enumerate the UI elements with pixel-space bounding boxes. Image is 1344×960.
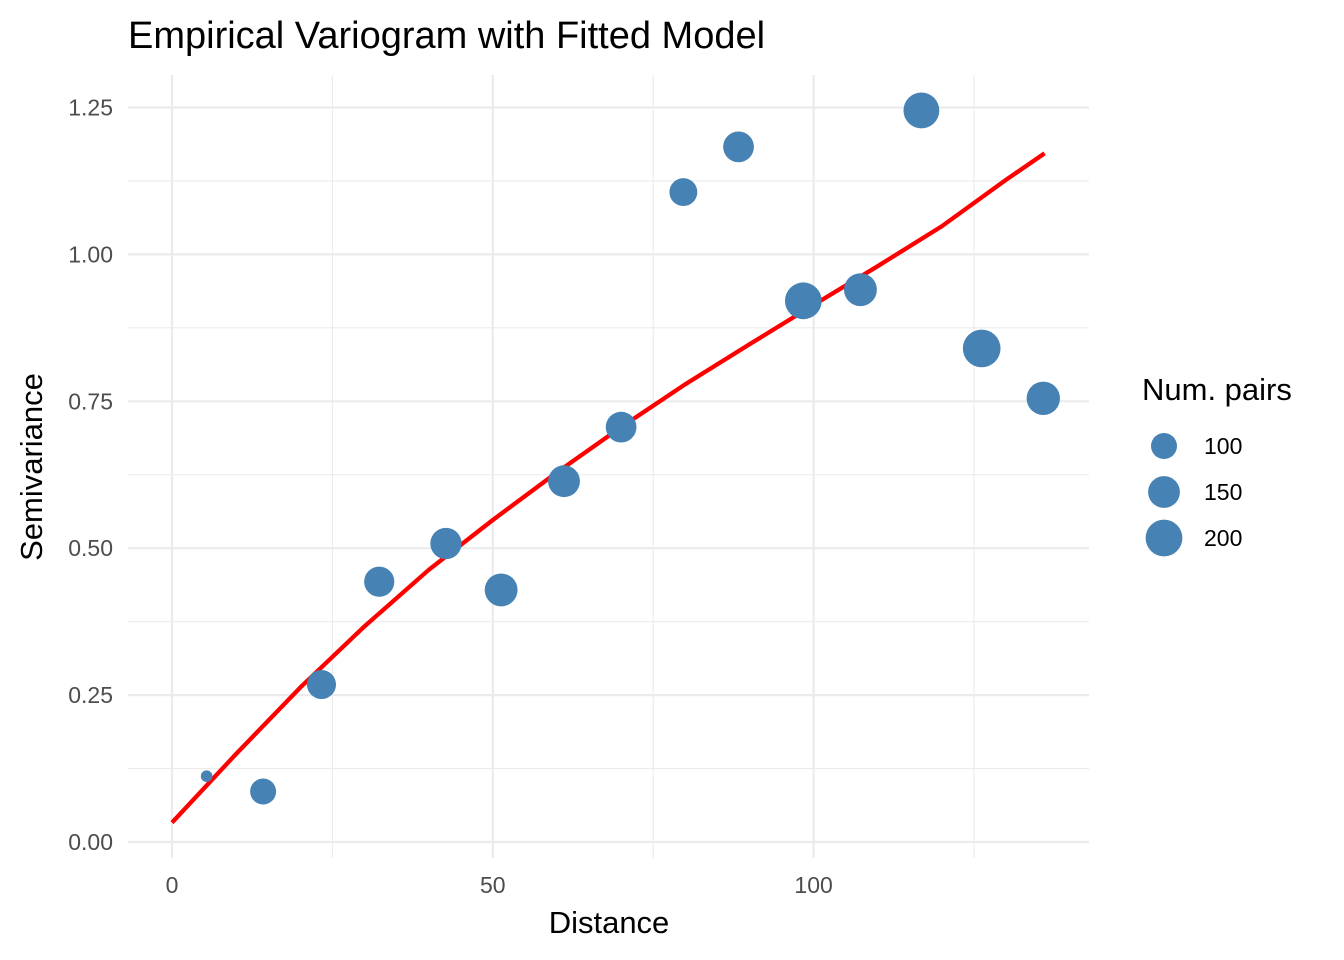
x-axis-title: Distance: [549, 905, 670, 940]
grid-lines: [128, 75, 1089, 858]
legend-label: 100: [1204, 433, 1242, 459]
y-tick-label: 0.75: [68, 388, 113, 414]
y-tick-label: 1.25: [68, 95, 113, 121]
legend-key: [1151, 433, 1177, 459]
data-point: [843, 273, 877, 307]
y-tick-label: 0.00: [68, 829, 113, 855]
axis-ticks: 0 50 100 0.00 0.25 0.50 0.75 1.00 1.25: [68, 95, 833, 899]
legend-label: 200: [1204, 525, 1242, 551]
data-point: [605, 411, 637, 443]
legend-key: [1145, 519, 1183, 557]
legend: Num. pairs 100 150 200: [1142, 372, 1292, 557]
data-point: [364, 566, 395, 597]
data-point: [548, 465, 580, 498]
x-tick-label: 50: [480, 872, 506, 898]
data-point: [1026, 381, 1060, 416]
data-point: [484, 573, 518, 607]
legend-title: Num. pairs: [1142, 372, 1292, 407]
data-point: [903, 92, 940, 129]
x-tick-label: 100: [794, 872, 832, 898]
x-tick-label: 0: [166, 872, 179, 898]
y-axis-title: Semivariance: [14, 373, 49, 561]
data-point: [669, 178, 698, 207]
data-points: [200, 92, 1060, 805]
data-point: [430, 527, 462, 560]
legend-label: 150: [1204, 479, 1242, 505]
data-point: [784, 282, 822, 320]
data-point: [723, 131, 754, 163]
data-point: [200, 770, 213, 783]
y-tick-label: 1.00: [68, 241, 113, 267]
y-tick-label: 0.50: [68, 535, 113, 561]
data-point: [306, 669, 337, 700]
legend-key: [1148, 476, 1180, 508]
data-point: [962, 329, 1001, 368]
y-tick-label: 0.25: [68, 682, 113, 708]
data-point: [250, 778, 277, 805]
chart-title: Empirical Variogram with Fitted Model: [128, 15, 765, 57]
